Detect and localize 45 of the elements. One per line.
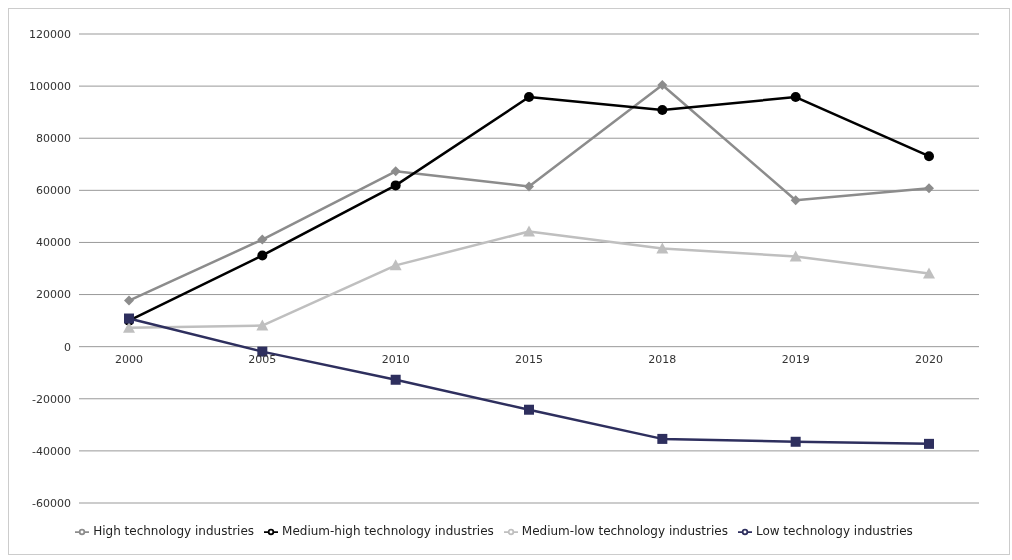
point <box>524 92 534 103</box>
point <box>257 250 268 261</box>
point <box>657 433 668 444</box>
point <box>657 105 668 116</box>
point <box>390 374 401 385</box>
legend-label: Medium-high technology industries <box>282 524 494 538</box>
point <box>924 183 934 194</box>
x-tick-label: 2018 <box>648 353 677 367</box>
y-tick-label: 20000 <box>36 288 71 302</box>
point <box>524 181 534 192</box>
point <box>524 404 534 415</box>
point <box>124 295 134 306</box>
point <box>924 151 934 162</box>
x-tick-label: 2000 <box>115 353 143 367</box>
point <box>790 436 801 447</box>
y-tick-label: -40000 <box>32 444 71 458</box>
y-tick-label: 120000 <box>29 27 71 41</box>
point <box>389 259 402 271</box>
point <box>790 92 801 103</box>
point <box>657 80 668 91</box>
y-tick-label: -60000 <box>32 496 71 510</box>
y-tick-label: 100000 <box>29 80 71 94</box>
x-tick-label: 2020 <box>915 353 943 367</box>
x-tick-label: 2015 <box>515 353 543 367</box>
point <box>390 166 401 177</box>
y-tick-label: 80000 <box>36 132 71 146</box>
y-tick-label: 60000 <box>36 184 71 198</box>
y-tick-label: 0 <box>64 340 71 354</box>
point <box>390 180 401 191</box>
x-tick-label: 2019 <box>781 353 810 367</box>
legend-label: Low technology industries <box>755 524 913 538</box>
y-tick-label: -20000 <box>32 392 71 406</box>
point <box>923 267 935 279</box>
point <box>256 319 269 331</box>
x-tick-label: 2005 <box>248 353 277 367</box>
point <box>924 438 934 449</box>
y-tick-label: 40000 <box>36 236 71 250</box>
point <box>790 195 801 206</box>
x-tick-label: 2010 <box>381 353 410 367</box>
point <box>257 234 268 245</box>
legend-label: High technology industries <box>93 524 255 538</box>
point <box>656 242 669 254</box>
point <box>523 225 535 237</box>
legend-label: Medium-low technology industries <box>521 524 728 538</box>
point <box>789 250 802 262</box>
